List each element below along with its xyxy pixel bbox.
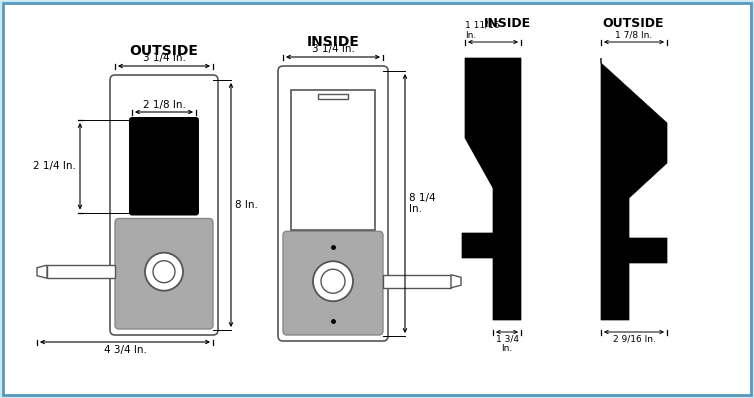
Bar [383,275,451,288]
Circle shape [321,269,345,293]
FancyBboxPatch shape [115,219,213,329]
FancyBboxPatch shape [283,231,383,335]
Text: 1 3/4
In.: 1 3/4 In. [495,334,519,353]
Circle shape [153,261,175,283]
Text: OUTSIDE: OUTSIDE [130,44,198,58]
Text: OUTSIDE: OUTSIDE [602,17,664,30]
Polygon shape [451,275,461,288]
Polygon shape [601,58,667,320]
Text: 3 1/4 In.: 3 1/4 In. [143,53,185,63]
Circle shape [145,253,183,291]
Text: 2 9/16 In.: 2 9/16 In. [612,334,655,343]
Text: 8 1/4
In.: 8 1/4 In. [409,193,436,214]
Circle shape [313,261,353,301]
Bar [291,90,375,230]
FancyBboxPatch shape [278,66,388,341]
FancyBboxPatch shape [110,75,218,335]
Text: INSIDE: INSIDE [483,17,531,30]
FancyBboxPatch shape [129,117,199,215]
Bar [47,265,115,278]
Bar [318,94,348,99]
Text: 2 1/8 In.: 2 1/8 In. [143,100,185,110]
Text: 1 11/16
In.: 1 11/16 In. [465,21,500,40]
Text: 3 1/4 In.: 3 1/4 In. [311,44,354,54]
Text: INSIDE: INSIDE [307,35,360,49]
Polygon shape [462,58,521,320]
Text: 1 7/8 In.: 1 7/8 In. [615,31,653,40]
Polygon shape [37,265,47,278]
Text: 4 3/4 In.: 4 3/4 In. [103,345,146,355]
Text: 8 In.: 8 In. [235,200,258,210]
Text: 2 1/4 In.: 2 1/4 In. [33,161,76,171]
